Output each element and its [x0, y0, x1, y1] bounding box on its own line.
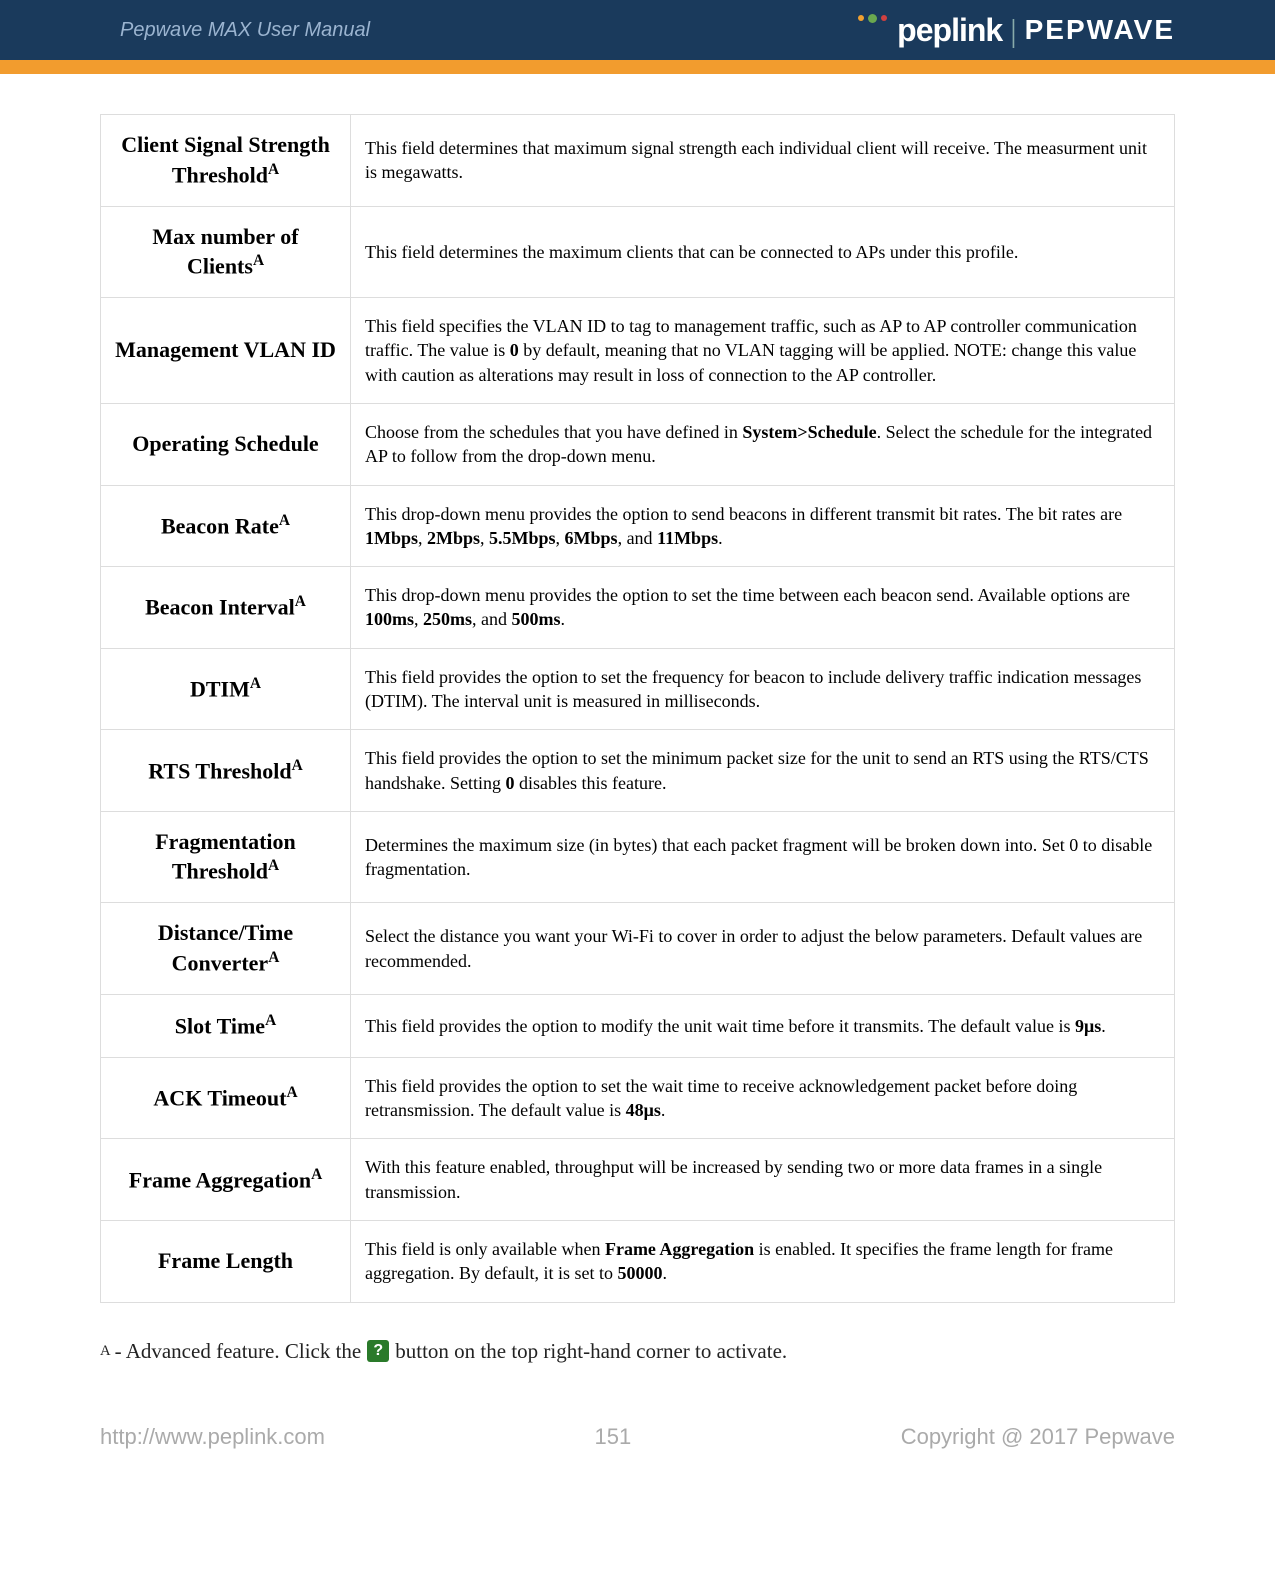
dot-icon [858, 15, 864, 21]
logo-pepwave: PEPWAVE [1025, 14, 1175, 46]
table-row: Beacon RateAThis drop-down menu provides… [101, 485, 1175, 567]
param-label: Client Signal Strength ThresholdA [101, 115, 351, 207]
manual-title: Pepwave MAX User Manual [120, 19, 370, 42]
param-description: Choose from the schedules that you have … [351, 403, 1175, 485]
page-footer: http://www.peplink.com 151 Copyright @ 2… [0, 1424, 1275, 1550]
logo-peplink: peplink [897, 12, 1002, 49]
param-description: This field provides the option to modify… [351, 994, 1175, 1057]
table-row: Fragmentation ThresholdADetermines the m… [101, 811, 1175, 903]
param-label: Frame Length [101, 1221, 351, 1303]
param-description: This field determines the maximum client… [351, 206, 1175, 298]
dot-icon [868, 14, 877, 23]
footnote-text-after: button on the top right-hand corner to a… [395, 1339, 787, 1364]
main-content: Client Signal Strength ThresholdAThis fi… [0, 74, 1275, 1384]
table-row: DTIMAThis field provides the option to s… [101, 648, 1175, 730]
param-description: This field is only available when Frame … [351, 1221, 1175, 1303]
logo-dots [858, 14, 887, 23]
footnote-text-before: - Advanced feature. Click the [115, 1339, 362, 1364]
table-row: Distance/Time ConverterASelect the dista… [101, 903, 1175, 995]
param-description: This field provides the option to set th… [351, 648, 1175, 730]
param-description: This drop-down menu provides the option … [351, 485, 1175, 567]
header-accent-bar [0, 60, 1275, 74]
param-label: Beacon IntervalA [101, 567, 351, 649]
param-label: Operating Schedule [101, 403, 351, 485]
param-label: Fragmentation ThresholdA [101, 811, 351, 903]
param-label: Beacon RateA [101, 485, 351, 567]
table-row: Max number of ClientsAThis field determi… [101, 206, 1175, 298]
footer-copyright: Copyright @ 2017 Pepwave [901, 1424, 1175, 1450]
param-description: Select the distance you want your Wi-Fi … [351, 903, 1175, 995]
footnote-marker: A [100, 1343, 111, 1360]
param-description: This field specifies the VLAN ID to tag … [351, 298, 1175, 404]
page-header: Pepwave MAX User Manual peplink | PEPWAV… [0, 0, 1275, 60]
param-description: This field provides the option to set th… [351, 1057, 1175, 1139]
table-row: Operating ScheduleChoose from the schedu… [101, 403, 1175, 485]
param-description: This field determines that maximum signa… [351, 115, 1175, 207]
footer-page-number: 151 [594, 1424, 631, 1450]
table-row: RTS ThresholdAThis field provides the op… [101, 730, 1175, 812]
table-row: ACK TimeoutAThis field provides the opti… [101, 1057, 1175, 1139]
param-label: Slot TimeA [101, 994, 351, 1057]
param-description: Determines the maximum size (in bytes) t… [351, 811, 1175, 903]
help-icon: ? [367, 1340, 389, 1362]
advanced-footnote: A - Advanced feature. Click the ? button… [100, 1339, 1175, 1364]
logo-divider: | [1010, 12, 1016, 49]
table-row: Beacon IntervalAThis drop-down menu prov… [101, 567, 1175, 649]
parameters-table: Client Signal Strength ThresholdAThis fi… [100, 114, 1175, 1303]
param-description: With this feature enabled, throughput wi… [351, 1139, 1175, 1221]
param-description: This drop-down menu provides the option … [351, 567, 1175, 649]
table-row: Client Signal Strength ThresholdAThis fi… [101, 115, 1175, 207]
param-label: DTIMA [101, 648, 351, 730]
param-label: Management VLAN ID [101, 298, 351, 404]
table-row: Slot TimeAThis field provides the option… [101, 994, 1175, 1057]
table-row: Management VLAN IDThis field specifies t… [101, 298, 1175, 404]
table-row: Frame LengthThis field is only available… [101, 1221, 1175, 1303]
footer-url: http://www.peplink.com [100, 1424, 325, 1450]
param-label: RTS ThresholdA [101, 730, 351, 812]
param-description: This field provides the option to set th… [351, 730, 1175, 812]
param-label: Frame AggregationA [101, 1139, 351, 1221]
brand-logo: peplink | PEPWAVE [858, 12, 1175, 49]
param-label: Max number of ClientsA [101, 206, 351, 298]
table-row: Frame AggregationAWith this feature enab… [101, 1139, 1175, 1221]
param-label: Distance/Time ConverterA [101, 903, 351, 995]
param-label: ACK TimeoutA [101, 1057, 351, 1139]
dot-icon [881, 15, 887, 21]
